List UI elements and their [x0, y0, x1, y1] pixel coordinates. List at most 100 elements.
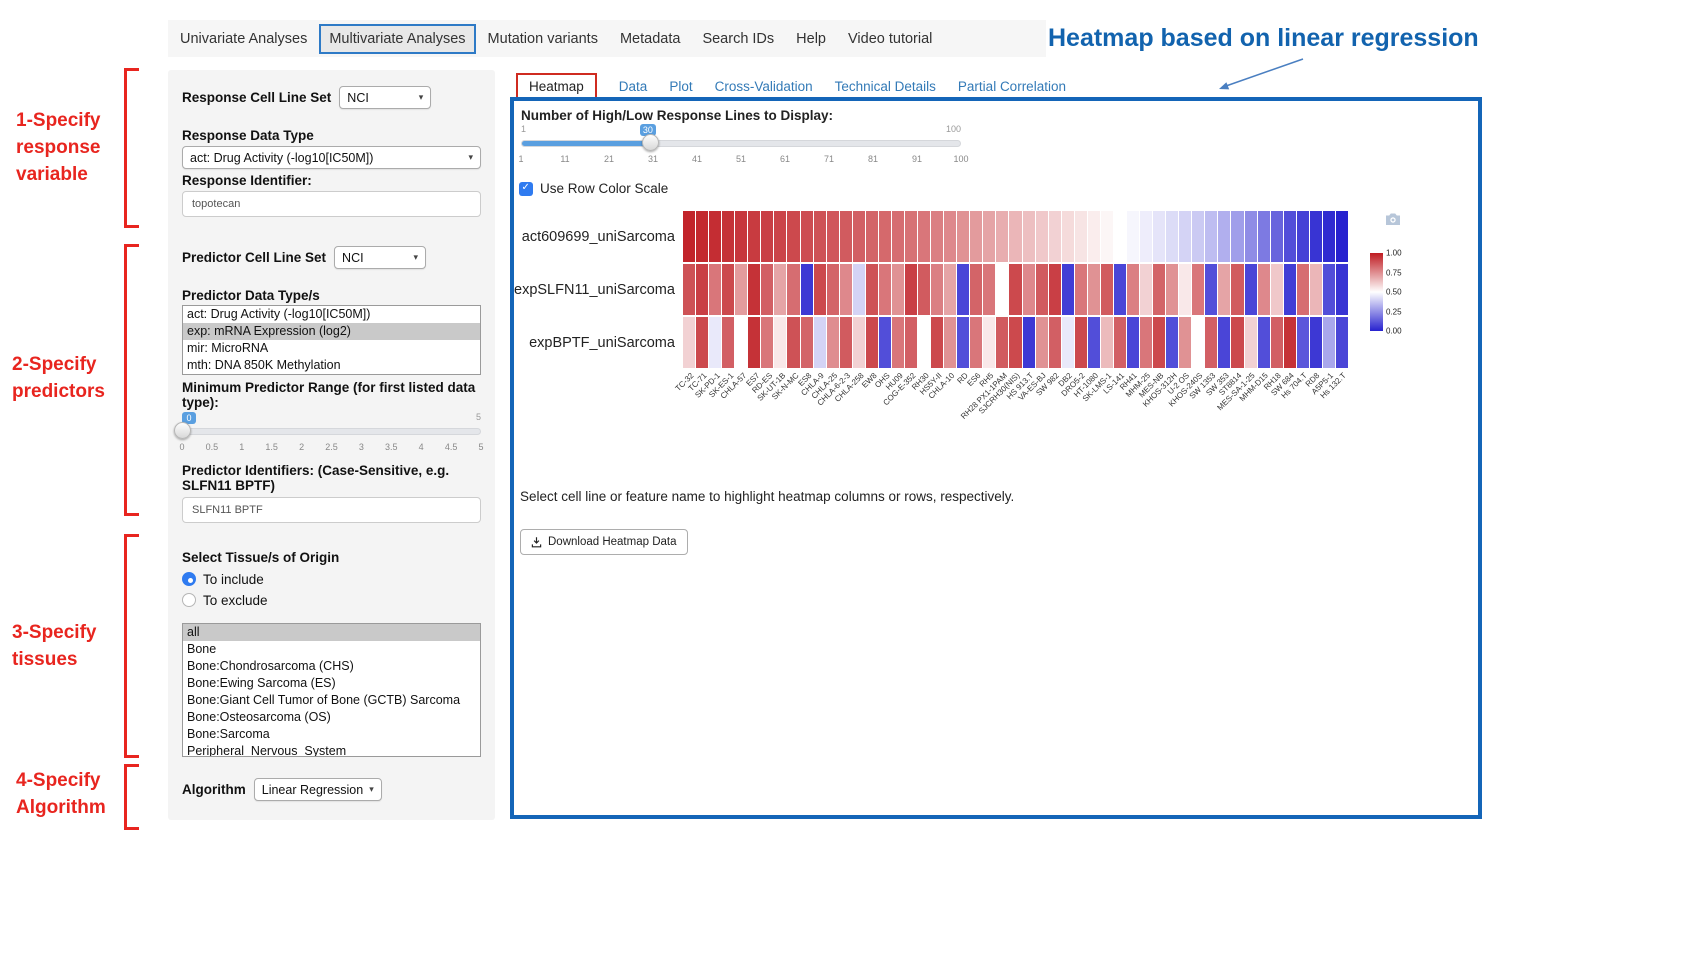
heatmap-cell[interactable] — [814, 211, 826, 262]
heatmap-cell[interactable] — [1336, 264, 1348, 315]
heatmap-cell[interactable] — [1114, 211, 1126, 262]
heatmap-cell[interactable] — [1101, 317, 1113, 368]
heatmap-cell[interactable] — [918, 317, 930, 368]
heatmap-cell[interactable] — [905, 264, 917, 315]
heatmap-cell[interactable] — [1153, 317, 1165, 368]
heatmap-cell[interactable] — [787, 264, 799, 315]
heatmap-cell[interactable] — [748, 317, 760, 368]
heatmap-cell[interactable] — [866, 211, 878, 262]
heatmap-cell[interactable] — [683, 211, 695, 262]
heatmap-cell[interactable] — [1231, 211, 1243, 262]
heatmap-cell[interactable] — [944, 317, 956, 368]
lines-slider-handle[interactable] — [642, 134, 659, 151]
heatmap-cell[interactable] — [1009, 211, 1021, 262]
heatmap-cell[interactable] — [1323, 317, 1335, 368]
algorithm-select[interactable]: Linear Regression ▾ — [254, 778, 382, 801]
heatmap-cell[interactable] — [1036, 264, 1048, 315]
heatmap-cell[interactable] — [1218, 211, 1230, 262]
heatmap-cell[interactable] — [1023, 264, 1035, 315]
heatmap-cell[interactable] — [1075, 211, 1087, 262]
heatmap-cell[interactable] — [957, 264, 969, 315]
heatmap-cell[interactable] — [683, 264, 695, 315]
heatmap-cell[interactable] — [866, 264, 878, 315]
download-heatmap-data-button[interactable]: Download Heatmap Data — [520, 529, 688, 555]
heatmap-cell[interactable] — [709, 264, 721, 315]
heatmap-cell[interactable] — [774, 264, 786, 315]
heatmap-cell[interactable] — [1271, 211, 1283, 262]
nav-item-help[interactable]: Help — [786, 24, 836, 54]
heatmap-cell[interactable] — [1062, 264, 1074, 315]
predictor-identifiers-input[interactable] — [182, 497, 481, 523]
heatmap-cell[interactable] — [1323, 211, 1335, 262]
heatmap-cell[interactable] — [853, 264, 865, 315]
heatmap-cell[interactable] — [1062, 317, 1074, 368]
heatmap-cell[interactable] — [814, 317, 826, 368]
heatmap-cell[interactable] — [1258, 264, 1270, 315]
heatmap-cell[interactable] — [696, 211, 708, 262]
tissue-option[interactable]: Bone — [183, 641, 480, 658]
heatmap-cell[interactable] — [1127, 317, 1139, 368]
heatmap-cell[interactable] — [1075, 264, 1087, 315]
tissue-option[interactable]: Bone:Ewing Sarcoma (ES) — [183, 675, 480, 692]
heatmap-cell[interactable] — [918, 211, 930, 262]
heatmap-cell[interactable] — [1153, 264, 1165, 315]
heatmap-cell[interactable] — [1231, 317, 1243, 368]
heatmap-cell[interactable] — [1205, 264, 1217, 315]
camera-icon[interactable] — [1384, 212, 1402, 231]
heatmap-cell[interactable] — [709, 211, 721, 262]
tissue-option[interactable]: Bone:Chondrosarcoma (CHS) — [183, 658, 480, 675]
heatmap-cell[interactable] — [1088, 264, 1100, 315]
heatmap-row-label[interactable]: act609699_uniSarcoma — [514, 211, 681, 262]
heatmap-cell[interactable] — [1192, 317, 1204, 368]
heatmap-cell[interactable] — [1323, 264, 1335, 315]
heatmap-cell[interactable] — [774, 317, 786, 368]
heatmap-cell[interactable] — [1166, 211, 1178, 262]
tissue-option[interactable]: Peripheral_Nervous_System — [183, 743, 480, 757]
heatmap-cell[interactable] — [1245, 264, 1257, 315]
heatmap-cell[interactable] — [1192, 211, 1204, 262]
heatmap-cell[interactable] — [1140, 264, 1152, 315]
nav-item-mutation-variants[interactable]: Mutation variants — [478, 24, 608, 54]
heatmap-cell[interactable] — [1297, 317, 1309, 368]
heatmap-cell[interactable] — [735, 264, 747, 315]
nav-item-video-tutorial[interactable]: Video tutorial — [838, 24, 942, 54]
nav-item-metadata[interactable]: Metadata — [610, 24, 690, 54]
heatmap-cell[interactable] — [1049, 211, 1061, 262]
heatmap-cell[interactable] — [879, 211, 891, 262]
tissue-option[interactable]: Bone:Giant Cell Tumor of Bone (GCTB) Sar… — [183, 692, 480, 709]
heatmap-cell[interactable] — [983, 264, 995, 315]
heatmap-cell[interactable] — [1271, 317, 1283, 368]
heatmap-cell[interactable] — [1166, 317, 1178, 368]
heatmap-cell[interactable] — [1179, 264, 1191, 315]
heatmap-row-label[interactable]: expSLFN11_uniSarcoma — [514, 264, 681, 315]
nav-item-search-ids[interactable]: Search IDs — [692, 24, 784, 54]
lines-slider-track[interactable] — [521, 140, 961, 147]
heatmap-cell[interactable] — [1297, 211, 1309, 262]
heatmap-cell[interactable] — [970, 264, 982, 315]
heatmap-cell[interactable] — [696, 264, 708, 315]
heatmap-cell[interactable] — [1271, 264, 1283, 315]
heatmap-cell[interactable] — [1023, 317, 1035, 368]
heatmap-cell[interactable] — [827, 317, 839, 368]
heatmap-cell[interactable] — [1310, 317, 1322, 368]
heatmap-cell[interactable] — [840, 264, 852, 315]
heatmap-cell[interactable] — [1114, 264, 1126, 315]
heatmap-cell[interactable] — [944, 264, 956, 315]
heatmap-cell[interactable] — [1245, 211, 1257, 262]
heatmap-cell[interactable] — [1036, 211, 1048, 262]
heatmap-cell[interactable] — [957, 317, 969, 368]
heatmap-cell[interactable] — [1101, 211, 1113, 262]
heatmap-cell[interactable] — [774, 211, 786, 262]
heatmap-cell[interactable] — [735, 317, 747, 368]
predictor-cell-line-set-select[interactable]: NCI ▾ — [334, 246, 426, 269]
heatmap-cell[interactable] — [996, 317, 1008, 368]
heatmap-cell[interactable] — [879, 264, 891, 315]
heatmap-cell[interactable] — [905, 211, 917, 262]
heatmap-cell[interactable] — [748, 211, 760, 262]
heatmap-cell[interactable] — [892, 317, 904, 368]
heatmap-cell[interactable] — [957, 211, 969, 262]
heatmap-cell[interactable] — [1205, 317, 1217, 368]
tissue-option[interactable]: all — [183, 624, 480, 641]
heatmap-row-label[interactable]: expBPTF_uniSarcoma — [514, 317, 681, 368]
lines-slider[interactable]: 1 100 30 1112131415161718191100 — [521, 124, 961, 172]
